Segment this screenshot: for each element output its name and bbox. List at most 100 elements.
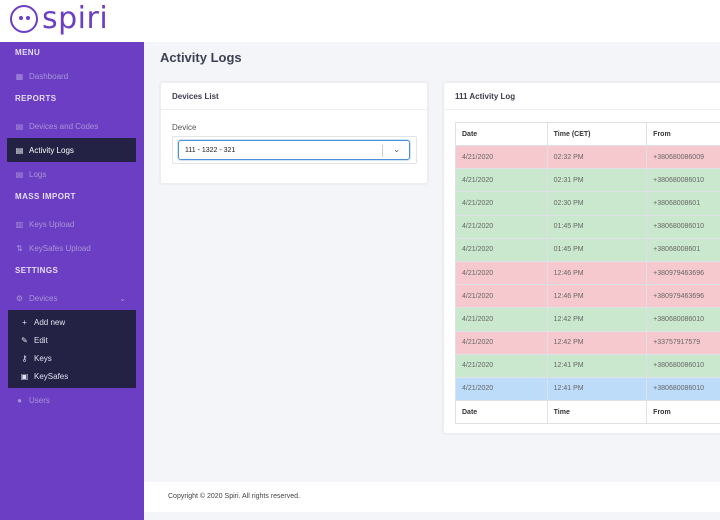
cell-time: 01:45 PM: [546, 214, 648, 239]
page-title: Activity Logs: [160, 50, 242, 65]
activity-log-table: Date Time (CET) From 4/21/2020 02:32 PM +3…: [455, 122, 720, 425]
cell-from: +380979463696: [646, 284, 720, 309]
chevron-down-icon: ⌄: [119, 293, 126, 303]
cell-time: 12:46 PM: [546, 260, 648, 286]
cell-date: 4/21/2020: [455, 260, 548, 286]
device-select[interactable]: 111 - 1322 - 321 ⌄: [178, 140, 410, 160]
sidebar-item-keysafes-upload[interactable]: ⇅ KeySafes Upload: [0, 236, 144, 260]
cell-from: +380680086010: [646, 376, 720, 402]
table-row: 4/21/2020 02:31 PM +380680086010: [455, 168, 720, 193]
devices-submenu: + Add new ✎ Edit ⚷ Keys ▣ KeySafes: [8, 310, 136, 388]
cell-date: 4/21/2020: [455, 214, 548, 239]
submenu-item-keys[interactable]: ⚷ Keys: [8, 349, 136, 367]
column-header-date[interactable]: Date: [455, 122, 548, 146]
column-footer-time: Time: [546, 400, 648, 425]
cell-date: 4/21/2020: [455, 353, 548, 378]
section-settings: SETTINGS: [15, 266, 59, 275]
section-menu: MENU: [15, 48, 41, 57]
edit-icon: ✎: [21, 335, 28, 345]
cell-time: 12:41 PM: [546, 376, 648, 402]
sidebar: MENU ▦ Dashboard REPORTS ▤ Devices and C…: [0, 42, 144, 520]
sidebar-item-keys-upload[interactable]: ▥ Keys Upload: [0, 212, 144, 236]
sidebar-item-label: Keys Upload: [29, 219, 75, 229]
sidebar-item-label: Devices: [29, 293, 58, 303]
sidebar-item-label: Activity Logs: [29, 145, 74, 155]
devices-list-card: Devices List Device 111 - 1322 - 321 ⌄: [160, 82, 428, 184]
list-icon: ▤: [15, 145, 24, 155]
cell-from: +33757917579: [646, 330, 720, 355]
sidebar-item-devices-codes[interactable]: ▤ Devices and Codes: [0, 114, 144, 138]
sidebar-item-label: KeySafes Upload: [29, 243, 91, 253]
cell-date: 4/21/2020: [455, 284, 548, 309]
user-icon: ●: [17, 395, 22, 405]
submenu-item-keysafes[interactable]: ▣ KeySafes: [8, 367, 136, 385]
footer: Copyright © 2020 Spiri. All rights reser…: [144, 482, 720, 512]
key-icon: ⚷: [21, 353, 28, 363]
cell-from: +380680086009: [646, 144, 720, 170]
cell-time: 12:41 PM: [546, 353, 648, 378]
table-header-row: Date Time (CET) From: [455, 122, 720, 146]
table-row: 4/21/2020 12:41 PM +380680086010: [455, 353, 720, 378]
cell-time: 01:45 PM: [546, 237, 648, 262]
cell-time: 02:31 PM: [546, 168, 648, 193]
logo-text: spiri: [42, 1, 109, 36]
logo-icon: [10, 5, 38, 33]
sidebar-item-dashboard[interactable]: ▦ Dashboard: [0, 64, 144, 88]
cell-date: 4/21/2020: [455, 330, 548, 355]
sidebar-item-label: Devices and Codes: [29, 121, 99, 131]
device-select-value: 111 - 1322 - 321: [185, 146, 236, 154]
column-footer-from: From: [646, 400, 720, 425]
sidebar-item-label: Users: [29, 395, 50, 405]
cell-date: 4/21/2020: [455, 237, 548, 262]
cell-date: 4/21/2020: [455, 376, 548, 402]
cell-date: 4/21/2020: [455, 307, 548, 332]
device-select-wrapper: 111 - 1322 - 321 ⌄: [172, 136, 417, 164]
cell-date: 4/21/2020: [455, 168, 548, 193]
sidebar-item-logs[interactable]: ▤ Logs: [0, 162, 144, 186]
list-icon: ▤: [15, 169, 24, 179]
sidebar-item-label: Dashboard: [29, 71, 69, 81]
devices-icon: ⚙: [15, 293, 24, 303]
table-row: 4/21/2020 12:46 PM +380979463696: [455, 284, 720, 309]
submenu-item-label: KeySafes: [34, 371, 69, 381]
cell-from: +380680086010: [646, 214, 720, 239]
lock-icon: ▣: [20, 371, 29, 381]
table-row: 4/21/2020 01:45 PM +38068008601: [455, 237, 720, 262]
cell-from: +380680086010: [646, 307, 720, 332]
submenu-item-label: Keys: [34, 353, 52, 363]
dashboard-icon: ▦: [15, 71, 24, 81]
submenu-item-add-new[interactable]: + Add new: [8, 313, 136, 331]
sidebar-item-users[interactable]: ● Users: [0, 388, 144, 412]
table-row: 4/21/2020 01:45 PM +380680086010: [455, 214, 720, 239]
spiri-logo[interactable]: spiri: [10, 1, 109, 36]
card-title: Devices List: [161, 83, 427, 110]
sidebar-item-label: Logs: [29, 169, 47, 179]
table-row: 4/21/2020 12:41 PM +380680086010: [455, 376, 720, 402]
table-row: 4/21/2020 12:46 PM +380979463696: [455, 260, 720, 286]
chevron-down-icon[interactable]: ⌄: [393, 145, 400, 154]
cell-date: 4/21/2020: [455, 191, 548, 216]
card-title: 111 Activity Log: [444, 83, 720, 110]
table-row: 4/21/2020 12:42 PM +380680086010: [455, 307, 720, 332]
cell-from: +380680086010: [646, 168, 720, 193]
table-row: 4/21/2020 12:42 PM +33757917579: [455, 330, 720, 355]
device-label: Device: [172, 123, 197, 132]
column-header-time[interactable]: Time (CET): [546, 122, 648, 146]
main-content: Activity Logs Devices List Device 111 - …: [144, 42, 720, 520]
plus-icon: +: [22, 317, 27, 327]
sidebar-item-activity-logs[interactable]: ▤ Activity Logs: [7, 138, 136, 162]
cell-from: +38068008601: [646, 237, 720, 262]
column-header-from[interactable]: From: [646, 122, 720, 146]
submenu-item-label: Edit: [34, 335, 48, 345]
table-row: 4/21/2020 02:32 PM +380680086009: [455, 144, 720, 170]
cell-from: +380979463696: [646, 260, 720, 286]
section-mass-import: MASS IMPORT: [15, 192, 76, 201]
cell-from: +38068008601: [646, 191, 720, 216]
sidebar-item-devices[interactable]: ⚙ Devices ⌄: [0, 286, 144, 310]
upload-icon: ▥: [15, 219, 24, 229]
table-footer-row: Date Time From: [455, 400, 720, 425]
cell-time: 02:30 PM: [546, 191, 648, 216]
submenu-item-edit[interactable]: ✎ Edit: [8, 331, 136, 349]
copyright-text: Copyright © 2020 Spiri. All rights reser…: [168, 493, 300, 500]
cell-date: 4/21/2020: [455, 144, 548, 170]
